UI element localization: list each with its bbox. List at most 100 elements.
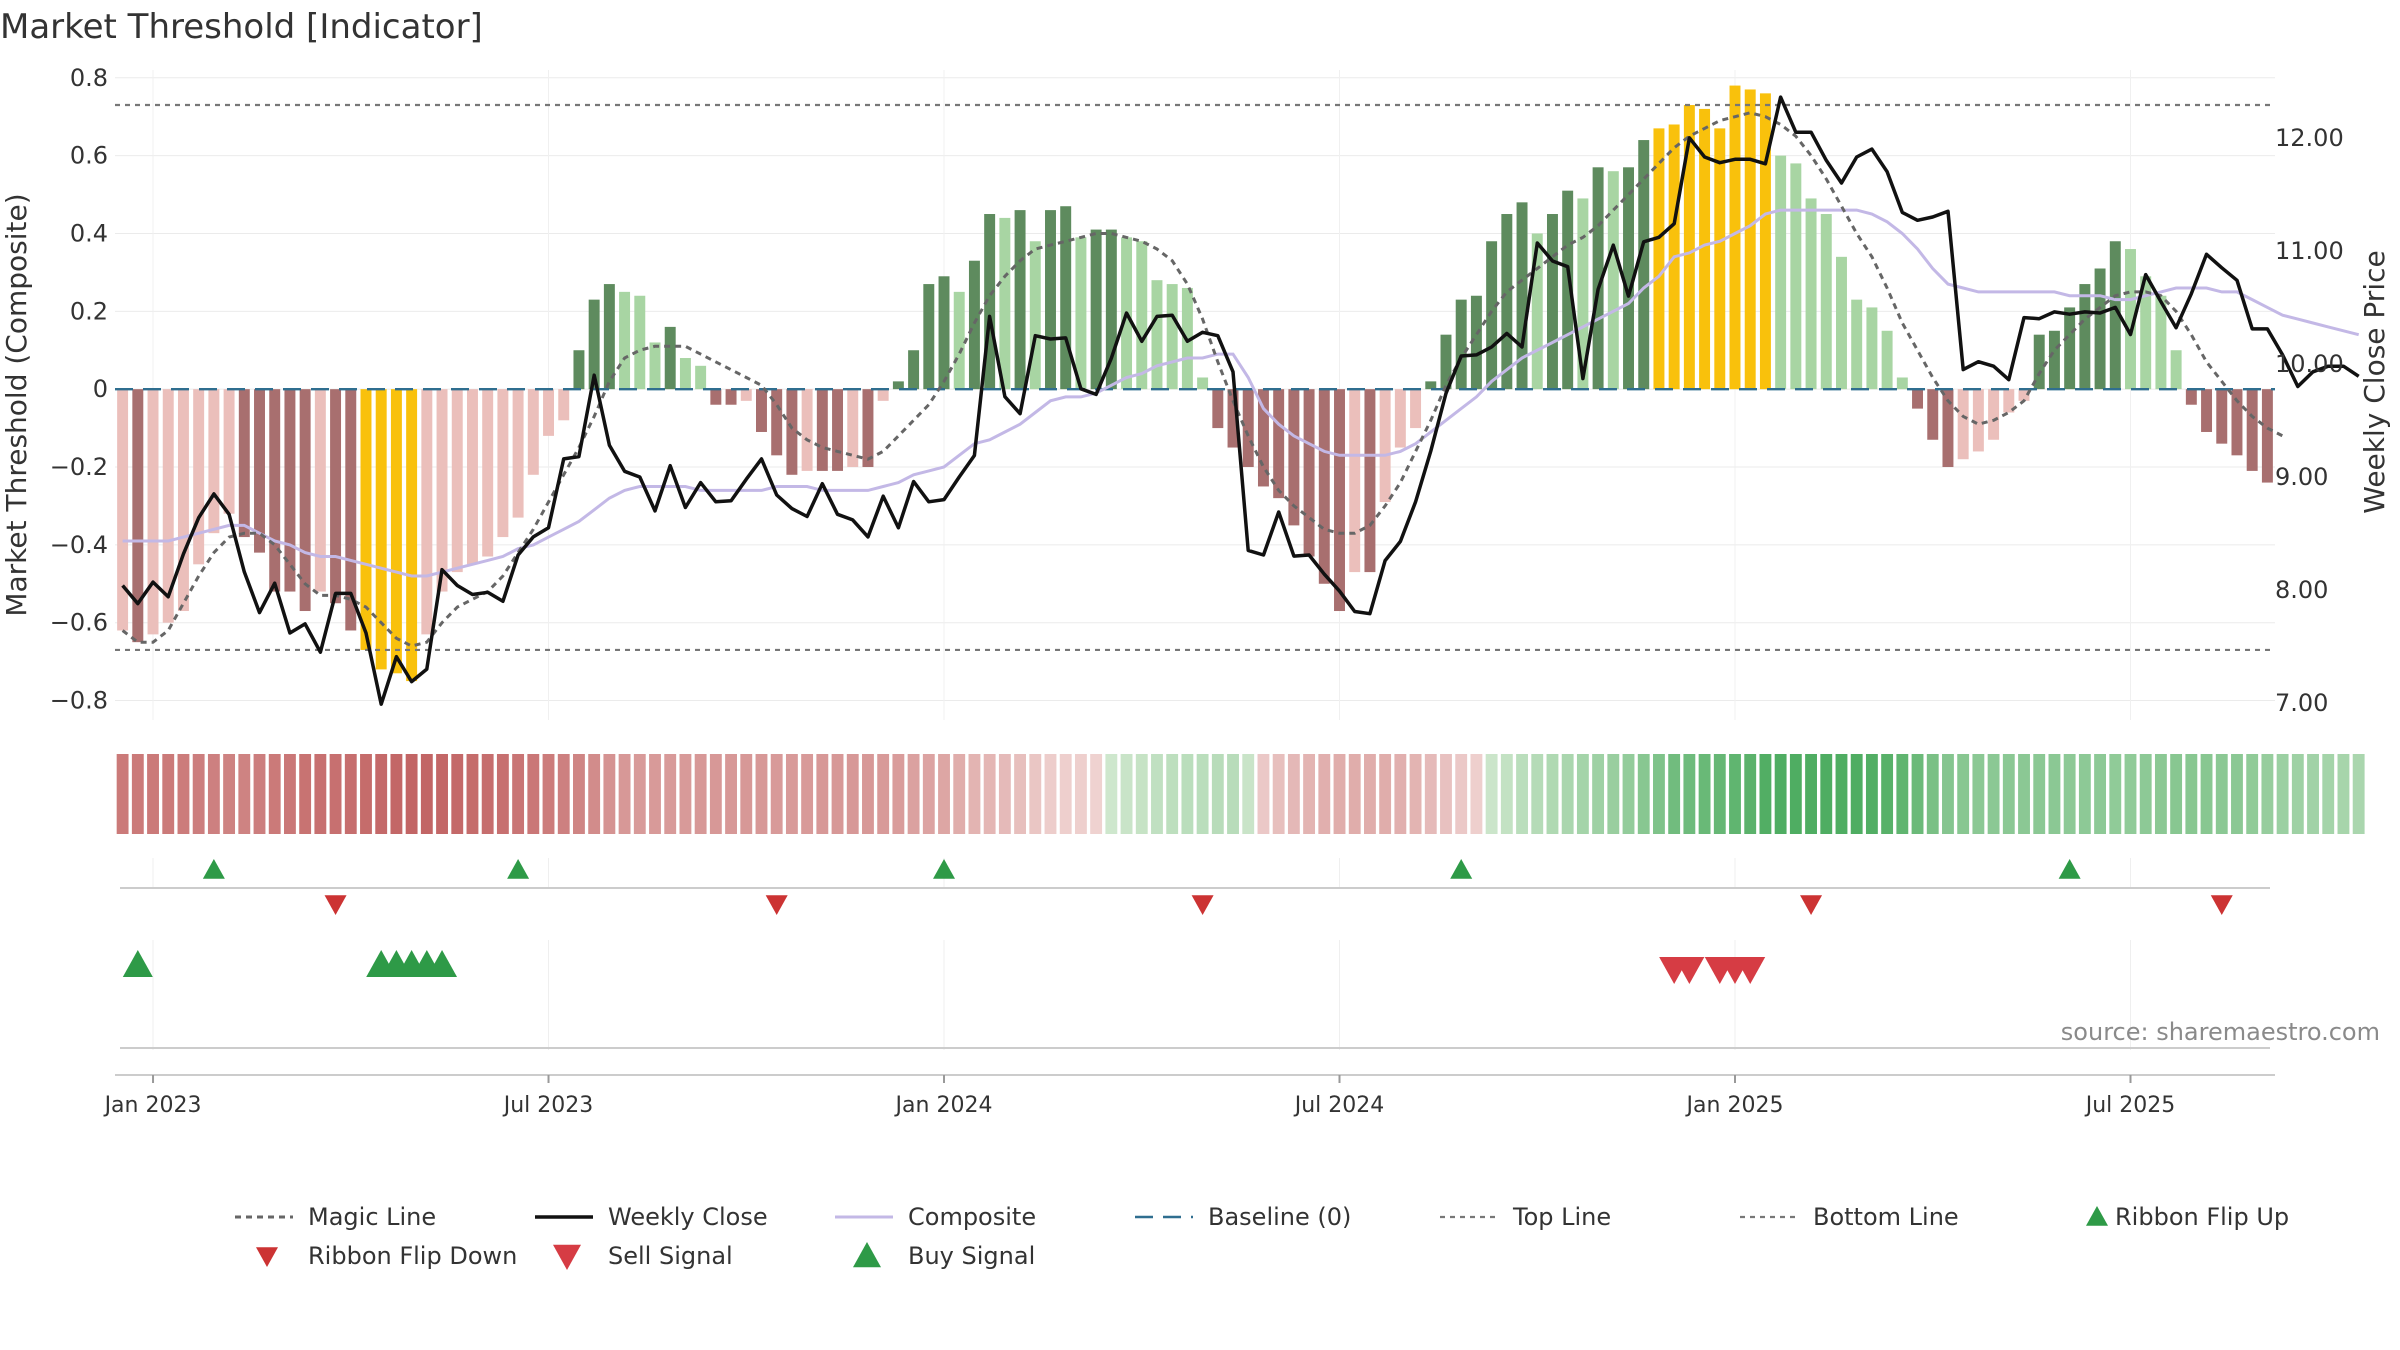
composite-bar-17: [375, 389, 387, 670]
ribbon-cell-72: [1211, 754, 1224, 834]
composite-bar-62: [1060, 206, 1072, 390]
composite-bar-40: [725, 389, 737, 405]
ribbon-cell-85: [1409, 754, 1422, 834]
ribbon-cell-147: [2352, 754, 2365, 834]
composite-bar-101: [1653, 128, 1665, 390]
ribbon-cell-118: [1911, 754, 1924, 834]
composite-bar-73: [1227, 389, 1239, 448]
composite-bar-105: [1714, 128, 1726, 390]
composite-bar-59: [1014, 210, 1026, 390]
y-tick-label-6: −0.4: [50, 531, 108, 559]
composite-bar-111: [1805, 198, 1817, 390]
composite-bar-72: [1212, 389, 1224, 429]
composite-bar-63: [1075, 237, 1087, 390]
ribbon-cell-8: [238, 754, 251, 834]
ribbon-cell-76: [1272, 754, 1285, 834]
ribbon-cell-101: [1653, 754, 1665, 834]
x-tick-label-1: Jul 2023: [502, 1093, 594, 1118]
composite-bar-28: [543, 389, 554, 436]
ribbon-cell-80: [1333, 754, 1346, 834]
composite-bar-114: [1851, 299, 1863, 390]
ribbon-cell-63: [1074, 754, 1087, 834]
ribbon-cell-14: [329, 754, 342, 834]
ribbon-cell-110: [1789, 754, 1802, 834]
legend-label-baseline: Baseline (0): [1208, 1203, 1351, 1231]
ribbon-flip-up-marker-0: [202, 859, 225, 879]
ribbon-cell-28: [542, 754, 555, 834]
composite-bar-118: [1912, 389, 1924, 409]
legend: Magic Line Weekly Close Composite Baseline …: [235, 1203, 2289, 1270]
legend-item-close: Weekly Close: [535, 1203, 768, 1231]
composite-bar-93: [1531, 233, 1543, 390]
ribbon-cell-74: [1242, 754, 1255, 834]
composite-bar-78: [1303, 389, 1315, 557]
composite-bar-54: [938, 276, 950, 390]
composite-bar-18: [390, 389, 402, 674]
composite-bar-49: [862, 389, 874, 468]
composite-bar-140: [2246, 389, 2258, 471]
y-tick-label-5: −0.2: [50, 453, 108, 481]
composite-bar-22: [451, 389, 463, 573]
ribbon-cell-129: [2078, 754, 2091, 834]
ribbon-cell-92: [1516, 754, 1528, 834]
ribbon-cell-89: [1470, 754, 1483, 834]
ribbon-cell-84: [1394, 754, 1407, 834]
ribbon-cell-55: [953, 754, 966, 834]
composite-bar-43: [771, 389, 783, 456]
composite-bar-57: [984, 214, 996, 390]
magic-line: [121, 111, 2284, 648]
ribbon-cell-9: [253, 754, 266, 834]
ribbon-cell-25: [496, 754, 509, 834]
ribbon-cell-23: [466, 754, 479, 834]
composite-bar-68: [1151, 280, 1163, 390]
ribbon-cell-134: [2154, 754, 2167, 834]
legend-item-baseline: Baseline (0): [1135, 1203, 1351, 1231]
ribbon-cell-65: [1105, 754, 1118, 834]
ribbon-cell-67: [1135, 754, 1148, 834]
composite-bar-46: [816, 389, 828, 471]
ribbon-cell-62: [1059, 754, 1072, 834]
buy-signal-marker-0: [122, 950, 153, 977]
composite-bar-13: [314, 389, 326, 592]
composite-bar-104: [1699, 108, 1711, 390]
composite-bar-121: [1957, 389, 1969, 460]
ribbon-cell-99: [1622, 754, 1635, 834]
composite-bar-42: [756, 389, 767, 432]
ribbon-cell-146: [2337, 754, 2350, 834]
composite-bar-88: [1455, 299, 1467, 390]
ribbon-cell-135: [2170, 754, 2183, 834]
ribbon-cell-104: [1698, 754, 1711, 834]
ribbon-cell-124: [2002, 754, 2015, 834]
composite-bar-32: [603, 284, 615, 390]
legend-label-bottom: Bottom Line: [1813, 1203, 1959, 1231]
composite-bar-110: [1790, 163, 1802, 390]
ribbon-cell-19: [405, 754, 418, 834]
ribbon-cell-82: [1363, 754, 1376, 834]
composite-bar-76: [1273, 389, 1285, 499]
ribbon-cell-79: [1318, 754, 1331, 834]
ribbon-cell-136: [2185, 754, 2198, 834]
composite-bar-80: [1334, 389, 1345, 612]
ribbon-cell-125: [2018, 754, 2030, 834]
composite-bar-107: [1744, 89, 1756, 390]
composite-bar-120: [1942, 389, 1954, 468]
ribbon-cell-5: [192, 754, 205, 834]
ribbon-flip-up-marker-3: [1450, 859, 1473, 879]
composite-bar-109: [1775, 155, 1787, 390]
ribbon-flip-down-marker-2: [1191, 895, 1214, 915]
legend-swatch-sell: [553, 1244, 581, 1270]
ribbon-cell-94: [1546, 754, 1559, 834]
legend-label-magic: Magic Line: [308, 1203, 436, 1231]
ribbon-cell-57: [983, 754, 996, 834]
composite-bar-94: [1546, 214, 1558, 390]
composite-bar-34: [634, 295, 646, 390]
ribbon-cell-121: [1957, 754, 1970, 834]
composite-bar-20: [421, 389, 433, 635]
composite-bar-83: [1379, 389, 1391, 503]
composite-bar-24: [482, 389, 494, 557]
ribbon-cell-112: [1820, 754, 1833, 834]
composite-bar-116: [1881, 330, 1893, 390]
composite-bar-69: [1166, 284, 1178, 390]
composite-bar-130: [2094, 268, 2106, 390]
